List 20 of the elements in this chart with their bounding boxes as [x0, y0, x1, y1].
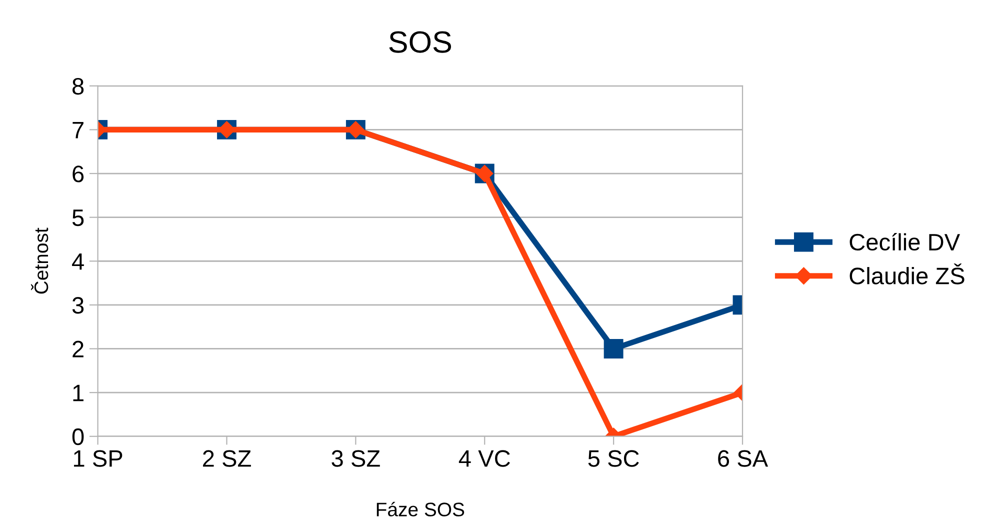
y-tick-label: 4 [72, 253, 84, 270]
y-tick-label: 0 [72, 428, 84, 446]
x-tick-label: 4 VC [458, 450, 510, 467]
y-tick-label: 3 [72, 297, 84, 314]
x-tick-label: 6 SA [718, 450, 768, 467]
y-tick-label: 1 [73, 384, 84, 402]
x-axis-title: Fáze SOS [376, 502, 464, 516]
legend-label: Cecílie DV [850, 232, 960, 251]
x-tick-label: 5 SC [588, 450, 639, 467]
y-axis-title: Četnost [31, 228, 48, 294]
x-tick-label: 3 SZ [332, 450, 380, 467]
chart-title: SOS [389, 31, 452, 53]
y-tick-label: 6 [72, 166, 84, 182]
legend-label: Claudie ZŠ [850, 264, 964, 284]
y-tick-label: 8 [72, 78, 84, 95]
y-tick-label: 7 [72, 122, 84, 138]
x-tick-label: 2 SZ [203, 450, 251, 467]
y-tick-label: 2 [72, 340, 84, 358]
y-tick-label: 5 [72, 210, 84, 226]
x-tick-label: 1 SP [74, 450, 122, 467]
